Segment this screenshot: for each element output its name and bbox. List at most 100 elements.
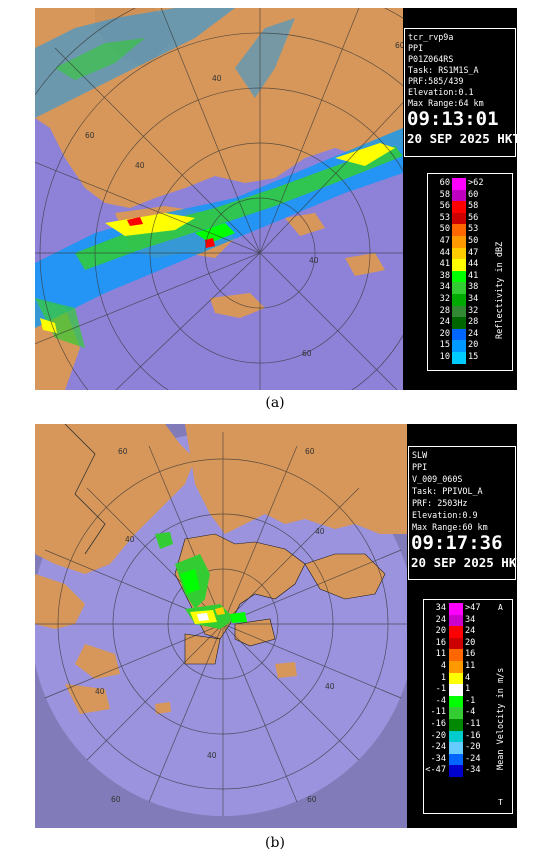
velocity-echoes bbox=[155, 532, 247, 629]
legend-color-swatch bbox=[452, 270, 466, 283]
legend-low-value: 20 bbox=[435, 626, 446, 637]
legend-low-value: 47 bbox=[439, 236, 450, 246]
legend-top-marker: A bbox=[498, 603, 503, 612]
legend-high-value: 24 bbox=[465, 626, 476, 637]
legend-row: 56 58 bbox=[428, 201, 488, 213]
legend-row: 38 41 bbox=[428, 270, 488, 283]
legend-low-value: 10 bbox=[439, 352, 450, 362]
legend-color-swatch bbox=[449, 719, 463, 731]
legend-color-swatch bbox=[449, 695, 463, 708]
velocity-radar-map: 60 60 40 40 60 40 60 40 40 bbox=[35, 424, 407, 828]
legend-low-value: 15 bbox=[439, 340, 450, 351]
max-range-value: Max Range:60 km bbox=[412, 522, 488, 532]
rainband-north bbox=[35, 8, 235, 118]
legend-color-swatch bbox=[449, 603, 463, 615]
radar-panel-a: 40 40 60 60 40 60 tcr_rvp9a PPI P01Z064R… bbox=[35, 8, 517, 390]
legend-high-value: 53 bbox=[468, 224, 479, 235]
legend-color-swatch bbox=[452, 282, 466, 294]
legend-high-value: -1 bbox=[465, 695, 476, 706]
scan-time: 09:13:01 bbox=[407, 108, 499, 130]
legend-low-value: 53 bbox=[439, 212, 450, 223]
legend-low-value: 34 bbox=[439, 282, 450, 293]
legend-low-value: <-47 bbox=[425, 765, 446, 776]
legend-high-value: 4 bbox=[465, 672, 471, 683]
range-label: 40 bbox=[207, 751, 217, 760]
legend-high-value: 58 bbox=[468, 201, 479, 212]
info-box bbox=[404, 28, 516, 157]
legend-title: Mean Velocity in m/s bbox=[496, 667, 506, 770]
legend-row: 47 50 bbox=[428, 236, 488, 248]
range-label: 40 bbox=[212, 74, 222, 83]
legend-row: -16 -11 bbox=[424, 719, 484, 731]
echo-yellow-west bbox=[105, 213, 195, 236]
range-label: 60 bbox=[302, 349, 312, 358]
legend-row: -4 -1 bbox=[424, 695, 484, 708]
legend-row: -24 -20 bbox=[424, 742, 484, 754]
legend-high-value: -20 bbox=[465, 742, 481, 753]
legend-color-swatch bbox=[452, 340, 466, 352]
legend-high-value: >62 bbox=[468, 178, 484, 188]
legend-low-value: 16 bbox=[435, 637, 446, 648]
caption-a: (a) bbox=[265, 395, 285, 411]
scan-mode: PPI bbox=[408, 43, 424, 53]
range-label: 40 bbox=[309, 256, 319, 265]
legend-high-value: -11 bbox=[465, 719, 481, 729]
echo-white bbox=[197, 613, 209, 621]
legend-high-value: -4 bbox=[465, 707, 476, 718]
legend-row: 4 11 bbox=[424, 661, 484, 673]
legend-low-value: 58 bbox=[439, 189, 450, 200]
legend-color-swatch bbox=[452, 305, 466, 318]
legend-high-value: -16 bbox=[465, 730, 481, 741]
legend-row: 11 16 bbox=[424, 649, 484, 661]
legend-high-value: 20 bbox=[465, 637, 476, 648]
range-label: 40 bbox=[95, 687, 105, 696]
scan-time: 09:17:36 bbox=[411, 532, 503, 554]
range-label: 40 bbox=[135, 161, 145, 170]
legend-high-value: 1 bbox=[465, 684, 471, 695]
legend-row: <-47 -34 bbox=[424, 765, 484, 777]
legend-row: 20 24 bbox=[424, 626, 484, 638]
info-panel-b: SLW PPI V_009_060S Task: PPIVOL_A PRF: 2… bbox=[407, 424, 517, 828]
legend-title: Reflectivity in dBZ bbox=[495, 241, 505, 339]
legend-low-value: 28 bbox=[439, 305, 450, 316]
legend-color-swatch bbox=[452, 294, 466, 306]
land-lantau bbox=[185, 634, 220, 664]
legend-low-value: -4 bbox=[435, 695, 446, 706]
legend-color-swatch bbox=[452, 189, 466, 202]
product-code: V_009_060S bbox=[412, 474, 463, 484]
legend-high-value: 11 bbox=[465, 661, 476, 671]
legend-low-value: -16 bbox=[430, 719, 446, 729]
legend-color-swatch bbox=[449, 649, 463, 661]
legend-high-value: 47 bbox=[468, 247, 479, 258]
range-label: 60 bbox=[307, 795, 317, 804]
legend-low-value: 56 bbox=[439, 201, 450, 212]
legend-color-swatch bbox=[449, 672, 463, 685]
legend-color-swatch bbox=[452, 201, 466, 213]
echo-red-core bbox=[127, 217, 143, 226]
legend-low-value: -11 bbox=[430, 707, 446, 718]
legend-low-value: 1 bbox=[440, 672, 446, 683]
range-label: 40 bbox=[125, 535, 135, 544]
range-label: 60 bbox=[395, 41, 403, 50]
legend-high-value: >47 bbox=[465, 603, 481, 613]
land-island-south bbox=[210, 293, 265, 318]
legend-row: 24 34 bbox=[424, 614, 484, 627]
velocity-legend: 34 >47 24 34 20 24 16 20 11 16 4 11 1 4 -1 1 -4 -1 -11 -4 -1… bbox=[423, 599, 513, 814]
range-label: 60 bbox=[111, 795, 121, 804]
legend-high-value: 20 bbox=[468, 340, 479, 351]
legend-row: -1 1 bbox=[424, 684, 484, 696]
legend-color-swatch bbox=[452, 317, 466, 329]
legend-low-value: -20 bbox=[430, 730, 446, 741]
legend-high-value: 16 bbox=[465, 649, 476, 660]
legend-row: 24 28 bbox=[428, 317, 488, 329]
legend-high-value: 24 bbox=[468, 328, 479, 339]
legend-color-swatch bbox=[452, 212, 466, 225]
legend-high-value: 28 bbox=[468, 317, 479, 328]
legend-low-value: -1 bbox=[435, 684, 446, 695]
legend-low-value: 11 bbox=[435, 649, 446, 660]
legend-color-swatch bbox=[449, 730, 463, 743]
legend-row: 15 20 bbox=[428, 340, 488, 352]
legend-low-value: -34 bbox=[430, 753, 446, 764]
legend-color-swatch bbox=[449, 753, 463, 766]
legend-row: -34 -24 bbox=[424, 753, 484, 766]
